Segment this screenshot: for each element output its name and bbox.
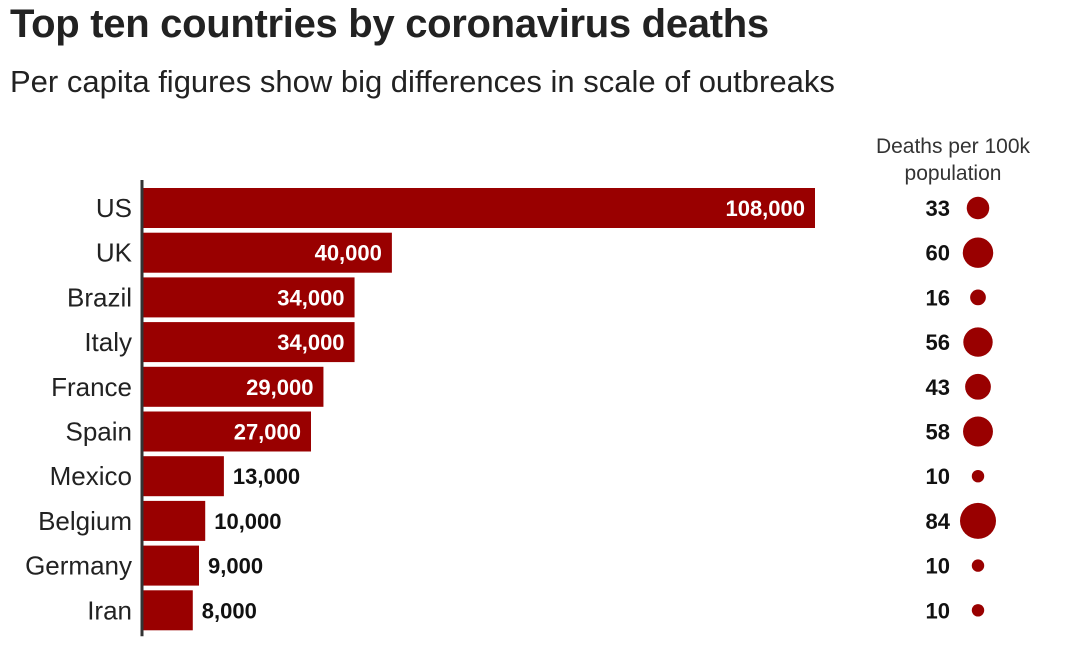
per-capita-bubble: [971, 559, 985, 572]
chart-title: Top ten countries by coronavirus deaths: [10, 2, 769, 46]
value-label: 8,000: [202, 598, 257, 623]
bar: [143, 277, 355, 318]
per-capita-label: 16: [926, 285, 950, 310]
per-capita-bubble: [962, 237, 994, 268]
value-label: 108,000: [725, 196, 805, 221]
category-label: UK: [96, 238, 133, 268]
value-label: 9,000: [208, 554, 263, 579]
per-capita-label: 60: [926, 241, 950, 266]
category-label: Spain: [66, 417, 133, 447]
per-capita-bubble: [966, 196, 990, 220]
category-label: Mexico: [50, 461, 132, 491]
per-capita-label: 33: [926, 196, 950, 221]
bar: [143, 366, 324, 407]
per-capita-label: 56: [926, 330, 950, 355]
value-label: 34,000: [277, 285, 344, 310]
chart-subtitle: Per capita figures show big differences …: [10, 64, 835, 99]
per-capita-label: 84: [926, 509, 951, 534]
bar: [143, 232, 392, 273]
bar: [143, 545, 199, 586]
per-capita-header: Deaths per 100k population: [875, 135, 1031, 185]
per-capita-labels-group: 33 60 16 56 43 58 10 84 10 10: [926, 196, 951, 623]
category-label: Iran: [87, 595, 132, 625]
value-label: 10,000: [214, 509, 281, 534]
value-label: 34,000: [277, 330, 344, 355]
per-capita-bubble: [960, 502, 996, 539]
category-label: Belgium: [38, 506, 132, 536]
per-capita-label: 10: [926, 598, 950, 623]
bar: [143, 411, 311, 452]
value-label: 40,000: [315, 241, 382, 266]
per-capita-bubble: [971, 469, 985, 483]
per-capita-label: 43: [926, 375, 950, 400]
bar: [143, 500, 206, 541]
value-label: 29,000: [246, 375, 313, 400]
bar: [143, 322, 355, 363]
value-label: 27,000: [234, 420, 301, 445]
value-label: 13,000: [233, 464, 300, 489]
category-label: Italy: [84, 327, 132, 357]
category-label: Brazil: [67, 282, 132, 312]
bars-group: [143, 188, 815, 631]
category-label: US: [96, 193, 132, 223]
per-capita-label: 58: [926, 420, 950, 445]
category-labels-group: US UK Brazil Italy France Spain Mexico Belgium G…: [25, 193, 133, 625]
bar: [143, 188, 815, 228]
per-capita-label: 10: [926, 554, 950, 579]
per-capita-bubble: [971, 604, 985, 617]
bar: [143, 456, 224, 497]
value-labels-group: 108,000 40,000 34,000 34,000 29,000 27,000 13,…: [202, 196, 805, 623]
per-capita-bubble: [970, 289, 986, 306]
per-capita-bubble: [963, 416, 993, 447]
per-capita-bubbles-group: [960, 196, 996, 617]
per-capita-label: 10: [926, 464, 950, 489]
per-capita-bubble: [965, 373, 991, 400]
bar: [143, 590, 193, 631]
per-capita-bubble: [963, 327, 993, 357]
category-label: France: [51, 372, 132, 402]
category-label: Germany: [25, 551, 132, 581]
